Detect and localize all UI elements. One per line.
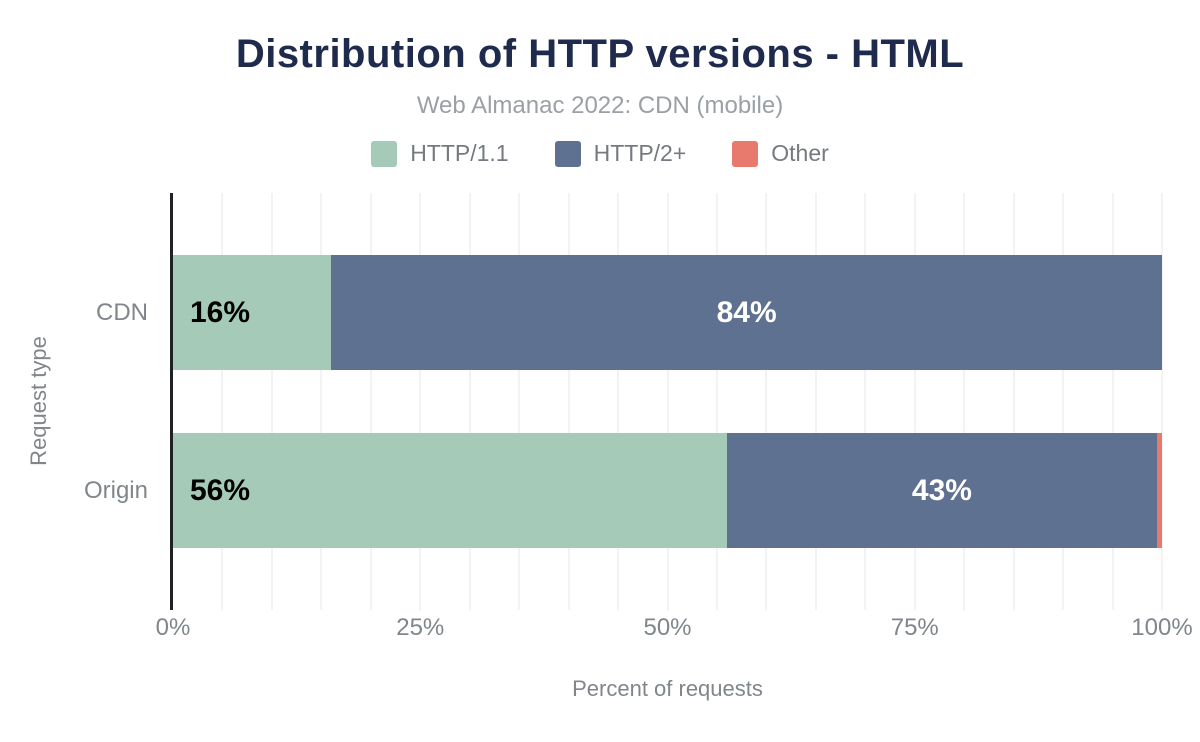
bar-value-label: 43% [911, 473, 972, 507]
x-tick-label: 100% [1131, 614, 1193, 641]
chart-title: Distribution of HTTP versions - HTML [235, 32, 965, 76]
gridline [369, 193, 372, 610]
legend-label: Other [771, 140, 829, 166]
bar-cdn: 16% 84% [173, 255, 1162, 370]
legend-swatch-icon [732, 140, 759, 167]
gridline [1012, 193, 1015, 610]
gridline [715, 193, 718, 610]
gridline [913, 193, 916, 610]
gridline [963, 193, 966, 610]
bar-segment-cdn-http-1-1[interactable]: 16% [173, 255, 332, 370]
gridline [320, 193, 323, 610]
bar-segment-origin-other[interactable] [1157, 433, 1162, 548]
plot-area: 16% 84% 56% 43% [170, 193, 1163, 610]
gridline [864, 193, 867, 610]
category-label-origin: Origin [83, 476, 148, 504]
gridline [617, 193, 620, 610]
legend-item-other: Other [732, 140, 829, 167]
gridline [1062, 193, 1065, 610]
x-axis-ticks: 0% 25% 50% 75% 100% [156, 614, 1193, 646]
gridline [567, 193, 570, 610]
bar-segment-origin-http-2-[interactable]: 43% [726, 433, 1158, 548]
category-label-cdn: CDN [96, 298, 148, 326]
bar-value-label: 16% [190, 295, 251, 329]
bar-segment-cdn-http-2-[interactable]: 84% [331, 255, 1162, 370]
gridline [270, 193, 273, 610]
bar-value-label: 56% [190, 473, 251, 507]
x-axis-title: Percent of requests [572, 676, 763, 701]
gridline [518, 193, 521, 610]
gridline [1111, 193, 1114, 610]
gridline [221, 193, 224, 610]
category-labels: CDN Origin [0, 193, 158, 610]
bar-origin: 56% 43% [173, 433, 1162, 548]
y-axis-title: Request type [26, 336, 51, 466]
legend-label: HTTP/2+ [593, 140, 687, 166]
x-tick-label: 0% [155, 614, 191, 641]
gridline [666, 193, 669, 610]
gridline [765, 193, 768, 610]
gridline [468, 193, 471, 610]
legend-swatch-icon [371, 140, 398, 167]
legend: HTTP/1.1 HTTP/2+ Other [0, 140, 1200, 167]
gridline [814, 193, 817, 610]
gridline [1161, 193, 1163, 610]
legend-swatch-icon [554, 140, 581, 167]
legend-label: HTTP/1.1 [410, 140, 509, 166]
bar-segment-origin-http-1-1[interactable]: 56% [173, 433, 727, 548]
x-tick-label: 25% [396, 614, 445, 641]
legend-item-http-2-: HTTP/2+ [554, 140, 687, 167]
legend-item-http-1-1: HTTP/1.1 [371, 140, 509, 167]
chart-subtitle: Web Almanac 2022: CDN (mobile) [416, 92, 784, 119]
x-tick-label: 50% [643, 614, 692, 641]
bar-value-label: 84% [716, 295, 777, 329]
x-tick-label: 75% [890, 614, 939, 641]
gridline [419, 193, 422, 610]
